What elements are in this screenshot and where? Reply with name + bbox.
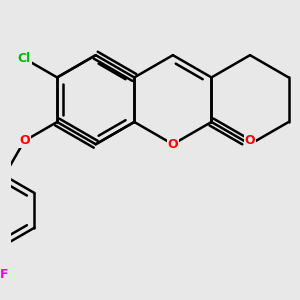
Text: O: O	[245, 134, 255, 147]
Text: O: O	[19, 134, 30, 147]
Text: O: O	[168, 138, 178, 151]
Text: Cl: Cl	[18, 52, 31, 65]
Text: F: F	[0, 268, 9, 281]
